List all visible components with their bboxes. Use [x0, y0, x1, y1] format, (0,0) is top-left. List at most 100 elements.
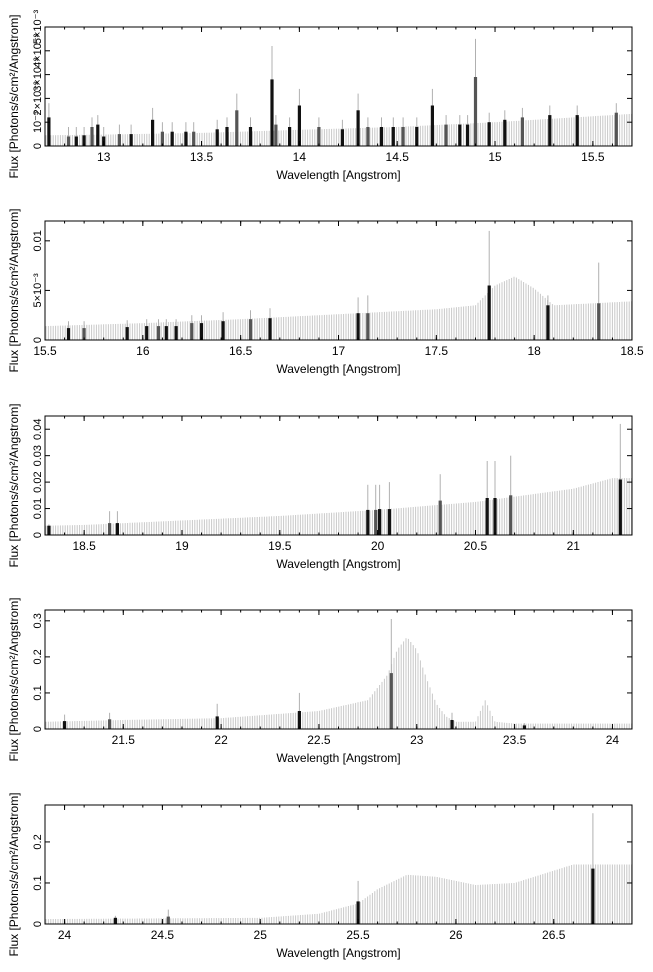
data-bar: [145, 326, 149, 340]
data-bar: [366, 313, 370, 340]
data-bar: [115, 523, 119, 535]
x-tick-label: 20.5: [464, 539, 488, 553]
data-bar: [274, 124, 278, 146]
x-tick-label: 18.5: [72, 539, 96, 553]
data-series: [113, 813, 595, 924]
model-series: [45, 864, 633, 924]
data-bar: [450, 720, 454, 729]
data-bar: [297, 711, 301, 729]
panel-3: 18.5 19 19.5 20 20.5 21 0 0.01 0.02 0.03 0.04 Wavel…: [7, 403, 633, 571]
data-bar: [389, 673, 393, 729]
data-bar: [160, 131, 164, 146]
model-series: [45, 276, 633, 340]
x-axis-label: Wavelength [Angstrom]: [276, 751, 400, 765]
y-tick-label: 0.2: [32, 834, 44, 849]
data-bar: [215, 129, 219, 146]
panel-2: 15.5 16 16.5 17 17.5 18 18.5 0 5×10⁻³ 0.01 Wavelen…: [7, 208, 644, 376]
y-tick-label: 0.04: [32, 419, 44, 440]
data-bar: [117, 134, 121, 146]
data-bar: [82, 328, 86, 340]
x-tick-label: 16: [136, 344, 150, 358]
y-tick-label: 10⁻³: [32, 111, 44, 133]
x-axis-label: Wavelength [Angstrom]: [276, 557, 400, 571]
data-bar: [164, 326, 168, 340]
x-tick-label: 15.5: [581, 150, 605, 164]
x-tick-label: 14.5: [386, 150, 410, 164]
x-tick-label: 15.5: [33, 344, 57, 358]
data-series: [63, 619, 526, 729]
y-tick-label: 3×10⁻³: [32, 57, 44, 92]
data-bar: [374, 509, 378, 535]
data-series: [66, 230, 601, 340]
y-tick-label: 0.3: [32, 613, 44, 628]
x-axis-label: Wavelength [Angstrom]: [276, 946, 400, 960]
y-tick-label: 0.01: [32, 230, 44, 251]
x-tick-label: 13.5: [190, 150, 214, 164]
y-tick-label: 0.03: [32, 445, 44, 466]
data-bar: [108, 719, 112, 729]
panel-1: 13 13.5 14 14.5 15 15.5 0 10⁻³2×10⁻³3×10⁻³4×10⁻…: [7, 10, 633, 182]
data-bar: [270, 79, 274, 146]
data-bar: [297, 105, 301, 146]
data-bar: [288, 127, 292, 146]
model-series: [45, 113, 633, 146]
x-tick-label: 18: [527, 344, 541, 358]
data-bar: [401, 127, 405, 146]
data-bar: [438, 500, 442, 535]
data-bar: [366, 509, 370, 535]
data-bar: [151, 119, 155, 146]
y-tick-label: 0.01: [32, 498, 44, 519]
x-tick-label: 26: [449, 928, 463, 942]
x-tick-label: 23: [410, 733, 424, 747]
y-tick-label: 0: [32, 143, 44, 149]
data-bar: [174, 326, 178, 340]
y-tick-label: 0.1: [32, 685, 44, 700]
data-bar: [215, 716, 219, 729]
y-tick-label: 0: [32, 532, 44, 538]
x-tick-label: 25: [254, 928, 268, 942]
data-bar: [96, 124, 100, 146]
data-bar: [591, 868, 595, 924]
data-bar: [520, 117, 524, 146]
x-tick-label: 17.5: [425, 344, 449, 358]
y-axis-label: Flux [Photons/s/cm²/Angstrom]: [7, 792, 21, 956]
data-series: [47, 423, 622, 535]
data-bar: [391, 127, 395, 146]
data-bar: [509, 495, 513, 535]
x-tick-label: 26.5: [542, 928, 566, 942]
y-axis-label: Flux [Photons/s/cm²/Angstrom]: [7, 14, 21, 178]
data-bar: [575, 115, 579, 146]
data-bar: [487, 122, 491, 146]
x-tick-label: 24: [58, 928, 72, 942]
data-bar: [340, 129, 344, 146]
x-tick-label: 21: [567, 539, 581, 553]
y-tick-label: 0: [32, 337, 44, 343]
data-bar: [221, 321, 225, 340]
data-bar: [379, 127, 384, 146]
data-bar: [113, 917, 117, 924]
x-tick-label: 22: [214, 733, 228, 747]
data-bar: [190, 323, 194, 340]
y-axis-label: Flux [Photons/s/cm²/Angstrom]: [7, 597, 21, 761]
data-bar: [125, 327, 129, 340]
data-bar: [235, 110, 239, 146]
data-bar: [546, 305, 550, 340]
axes-frame: [44, 804, 633, 925]
y-tick-label: 5×10⁻³: [32, 273, 44, 308]
x-axis-label: Wavelength [Angstrom]: [276, 362, 400, 376]
data-bar: [268, 318, 272, 340]
data-bar: [487, 285, 491, 340]
y-tick-label: 0: [32, 726, 44, 732]
y-tick-label: 0.2: [32, 649, 44, 664]
data-bar: [156, 326, 161, 340]
data-bar: [47, 525, 51, 535]
data-bar: [522, 725, 526, 729]
data-bar: [63, 721, 67, 729]
panel-4: 21.5 22 22.5 23 23.5 24 0 0.1 0.2 0.3 Wavelength […: [7, 597, 633, 765]
data-bar: [74, 136, 78, 146]
data-bar: [166, 916, 170, 924]
data-bar: [225, 127, 229, 146]
data-series: [47, 38, 618, 146]
x-tick-label: 13: [97, 150, 111, 164]
